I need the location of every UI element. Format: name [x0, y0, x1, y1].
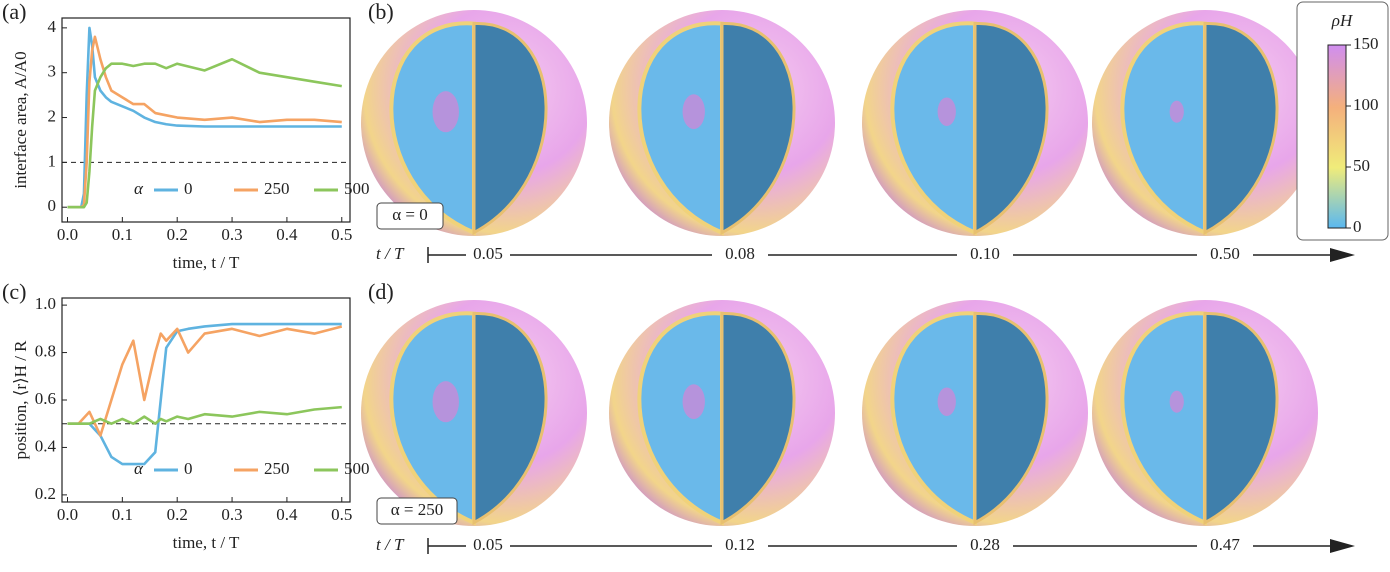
- y-tick-label: 2: [48, 106, 57, 125]
- sphere-cut-left: [637, 311, 724, 526]
- colorbar-tick-label: 50: [1353, 156, 1370, 175]
- sphere-cut-left: [637, 21, 724, 236]
- sphere-domain: [432, 91, 459, 133]
- sphere-domain: [682, 94, 705, 130]
- y-axis-label: position, ⟨r⟩H / R: [11, 340, 30, 460]
- y-tick-label: 0: [48, 196, 57, 215]
- x-tick-label: 0.3: [221, 505, 242, 524]
- timeline-arrow: [1330, 539, 1355, 553]
- panel-label: (c): [2, 279, 26, 304]
- legend-label: 250: [264, 179, 290, 198]
- colorbar-scale: [1327, 44, 1347, 229]
- y-tick-label: 0.2: [35, 484, 56, 503]
- time-axis-label: t / T: [376, 535, 405, 554]
- y-tick-label: 3: [48, 62, 57, 81]
- time-label: 0.10: [970, 244, 1000, 263]
- time-axis-label: t / T: [376, 244, 405, 263]
- y-tick-label: 0.8: [35, 341, 56, 360]
- sphere-cut-right: [973, 22, 1049, 236]
- y-tick-label: 1.0: [35, 294, 56, 313]
- x-tick-label: 0.4: [276, 505, 298, 524]
- series-line: [67, 405, 342, 426]
- series-line: [67, 325, 343, 437]
- sphere-domain: [937, 387, 956, 416]
- panel-label: (a): [2, 0, 26, 24]
- x-tick-label: 0.5: [331, 505, 352, 524]
- time-label: 0.47: [1210, 535, 1240, 554]
- panel-label: (b): [368, 0, 394, 24]
- sphere-domain: [432, 381, 459, 423]
- legend-label: 0: [184, 459, 193, 478]
- sphere-domain: [937, 97, 956, 126]
- sphere-domain: [682, 384, 705, 420]
- sphere-cut-right: [472, 312, 548, 526]
- y-tick-label: 4: [48, 17, 57, 36]
- x-tick-label: 0.1: [112, 225, 133, 244]
- x-tick-label: 0.0: [57, 505, 78, 524]
- alpha-label: α = 250: [391, 500, 444, 519]
- sphere-cut-right: [720, 22, 796, 236]
- legend-label: 500: [344, 459, 370, 478]
- time-label: 0.12: [725, 535, 755, 554]
- legend-title: α: [134, 179, 144, 198]
- sphere-cut-right: [973, 312, 1049, 526]
- sphere-cut-left: [890, 21, 977, 236]
- x-tick-label: 0.5: [331, 225, 352, 244]
- series-line: [67, 57, 342, 209]
- sphere-cut-right: [720, 312, 796, 526]
- legend-label: 0: [184, 179, 193, 198]
- time-label: 0.05: [473, 244, 503, 263]
- series-line: [67, 26, 342, 209]
- time-label: 0.50: [1210, 244, 1240, 263]
- colorbar-tick-label: 100: [1353, 95, 1379, 114]
- colorbar-tick-label: 0: [1353, 217, 1362, 236]
- sphere-cut-right: [1203, 312, 1279, 526]
- x-tick-label: 0.0: [57, 225, 78, 244]
- panel-label: (d): [368, 279, 394, 304]
- x-tick-label: 0.2: [167, 225, 188, 244]
- sphere-cut-right: [1203, 22, 1279, 236]
- x-tick-label: 0.4: [276, 225, 298, 244]
- series-line: [67, 322, 342, 466]
- colorbar-title: ρH: [1331, 11, 1354, 30]
- alpha-box: [376, 202, 444, 230]
- alpha-label: α = 0: [392, 205, 428, 224]
- y-tick-label: 1: [48, 151, 57, 170]
- series-line: [67, 35, 342, 209]
- y-tick-label: 0.6: [35, 389, 56, 408]
- x-tick-label: 0.2: [167, 505, 188, 524]
- plot-frame: [61, 297, 351, 503]
- x-tick-label: 0.1: [112, 505, 133, 524]
- sphere-cut-left: [1120, 21, 1207, 236]
- timeline-arrow: [1330, 248, 1355, 262]
- sphere-domain: [1169, 100, 1184, 123]
- alpha-box: [376, 497, 458, 525]
- plot-frame: [61, 17, 351, 223]
- sphere-cut-left: [890, 311, 977, 526]
- time-label: 0.28: [970, 535, 1000, 554]
- legend-title: α: [134, 459, 144, 478]
- sphere-cut-left: [1120, 311, 1207, 526]
- y-axis-label: interface area, A/A0: [11, 51, 30, 188]
- time-label: 0.08: [725, 244, 755, 263]
- colorbar-tick-label: 150: [1353, 34, 1379, 53]
- legend-label: 500: [344, 179, 370, 198]
- time-label: 0.05: [473, 535, 503, 554]
- sphere-cut-left: [389, 21, 476, 236]
- sphere-domain: [1169, 390, 1184, 413]
- y-tick-label: 0.4: [35, 436, 57, 455]
- legend-label: 250: [264, 459, 290, 478]
- x-axis-label: time, t / T: [173, 253, 240, 272]
- x-tick-label: 0.3: [221, 225, 242, 244]
- sphere-cut-right: [472, 22, 548, 236]
- x-axis-label: time, t / T: [173, 533, 240, 552]
